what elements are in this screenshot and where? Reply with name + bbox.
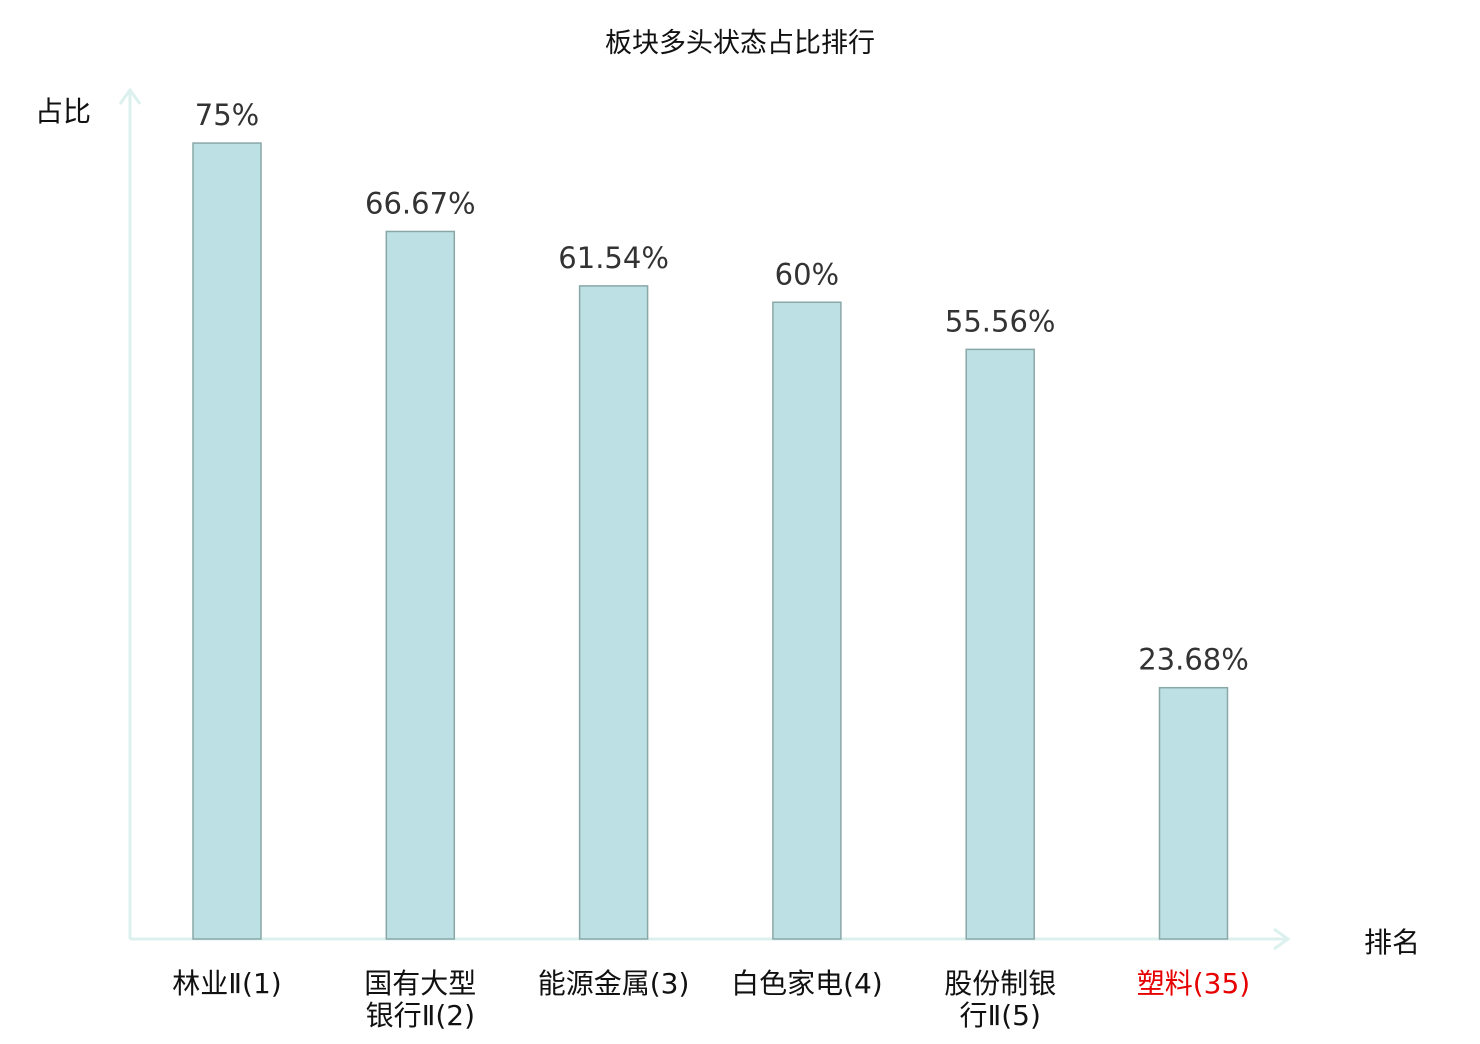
x-tick-label: 林业Ⅱ(1): [172, 967, 281, 1000]
data-label: 75%: [195, 98, 259, 132]
bar: [385, 230, 456, 940]
bar: [772, 301, 842, 940]
x-axis-label: 排名: [1364, 926, 1420, 959]
x-tick-label: 塑料(35): [1137, 967, 1250, 1000]
data-label: 55.56%: [945, 304, 1056, 338]
chart-title: 板块多头状态占比排行: [605, 28, 875, 59]
data-label: 61.54%: [558, 241, 669, 275]
bar: [1158, 686, 1229, 940]
bar: [578, 285, 649, 940]
x-tick-label: 能源金属(3): [538, 967, 690, 1000]
x-axis-arrow-icon: [1273, 927, 1291, 951]
bar: [965, 348, 1035, 940]
bar: [192, 142, 262, 940]
x-tick-label: 国有大型银行Ⅱ(2): [364, 967, 476, 1032]
data-label: 66.67%: [365, 186, 476, 220]
y-axis-label: 占比: [35, 95, 91, 128]
data-label: 60%: [775, 257, 839, 291]
y-axis-arrow-icon: [118, 87, 142, 105]
x-tick-label: 股份制银行Ⅱ(5): [944, 967, 1056, 1032]
x-tick-label: 白色家电(4): [731, 967, 883, 1000]
data-label: 23.68%: [1138, 643, 1249, 677]
